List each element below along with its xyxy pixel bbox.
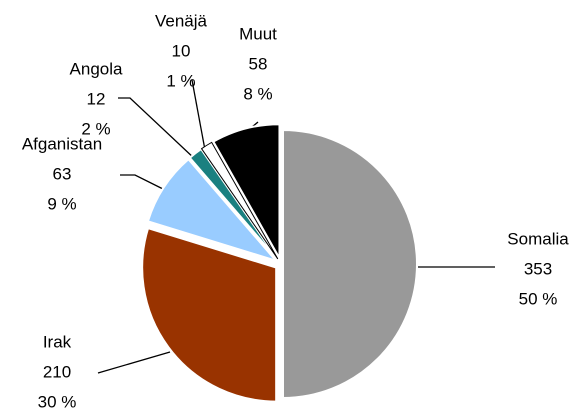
pie-slice xyxy=(188,147,279,260)
slice-label-name: Irak xyxy=(43,332,72,351)
slice-label-percent: 1 % xyxy=(166,71,195,90)
slice-label-name: Angola xyxy=(70,59,123,78)
slice-label-percent: 30 % xyxy=(38,392,77,410)
slice-label-value: 353 xyxy=(524,259,552,278)
slice-label-value: 58 xyxy=(249,54,268,73)
pie-slice xyxy=(141,226,278,403)
slice-label-name: Afganistan xyxy=(22,134,102,153)
slice-label-value: 210 xyxy=(43,362,71,381)
slice-label-value: 63 xyxy=(53,164,72,183)
slice-label-name: Somalia xyxy=(507,229,569,248)
slice-label-percent: 50 % xyxy=(519,289,558,308)
slice-label-name: Muut xyxy=(239,24,277,43)
slice-label-percent: 2 % xyxy=(81,119,110,138)
slice-label-percent: 8 % xyxy=(243,84,272,103)
leader-line xyxy=(191,79,206,151)
leader-line xyxy=(97,351,171,374)
pie-slice xyxy=(200,141,279,260)
leader-line xyxy=(118,97,197,161)
pie-slice xyxy=(211,123,281,262)
slice-label-value: 12 xyxy=(87,89,106,108)
slice-label-value: 10 xyxy=(172,41,191,60)
slice-label-percent: 9 % xyxy=(47,194,76,213)
pie-slice xyxy=(282,128,418,400)
pie-slice xyxy=(146,157,280,263)
leader-line xyxy=(120,174,166,191)
slice-label-name: Venäjä xyxy=(155,11,208,30)
